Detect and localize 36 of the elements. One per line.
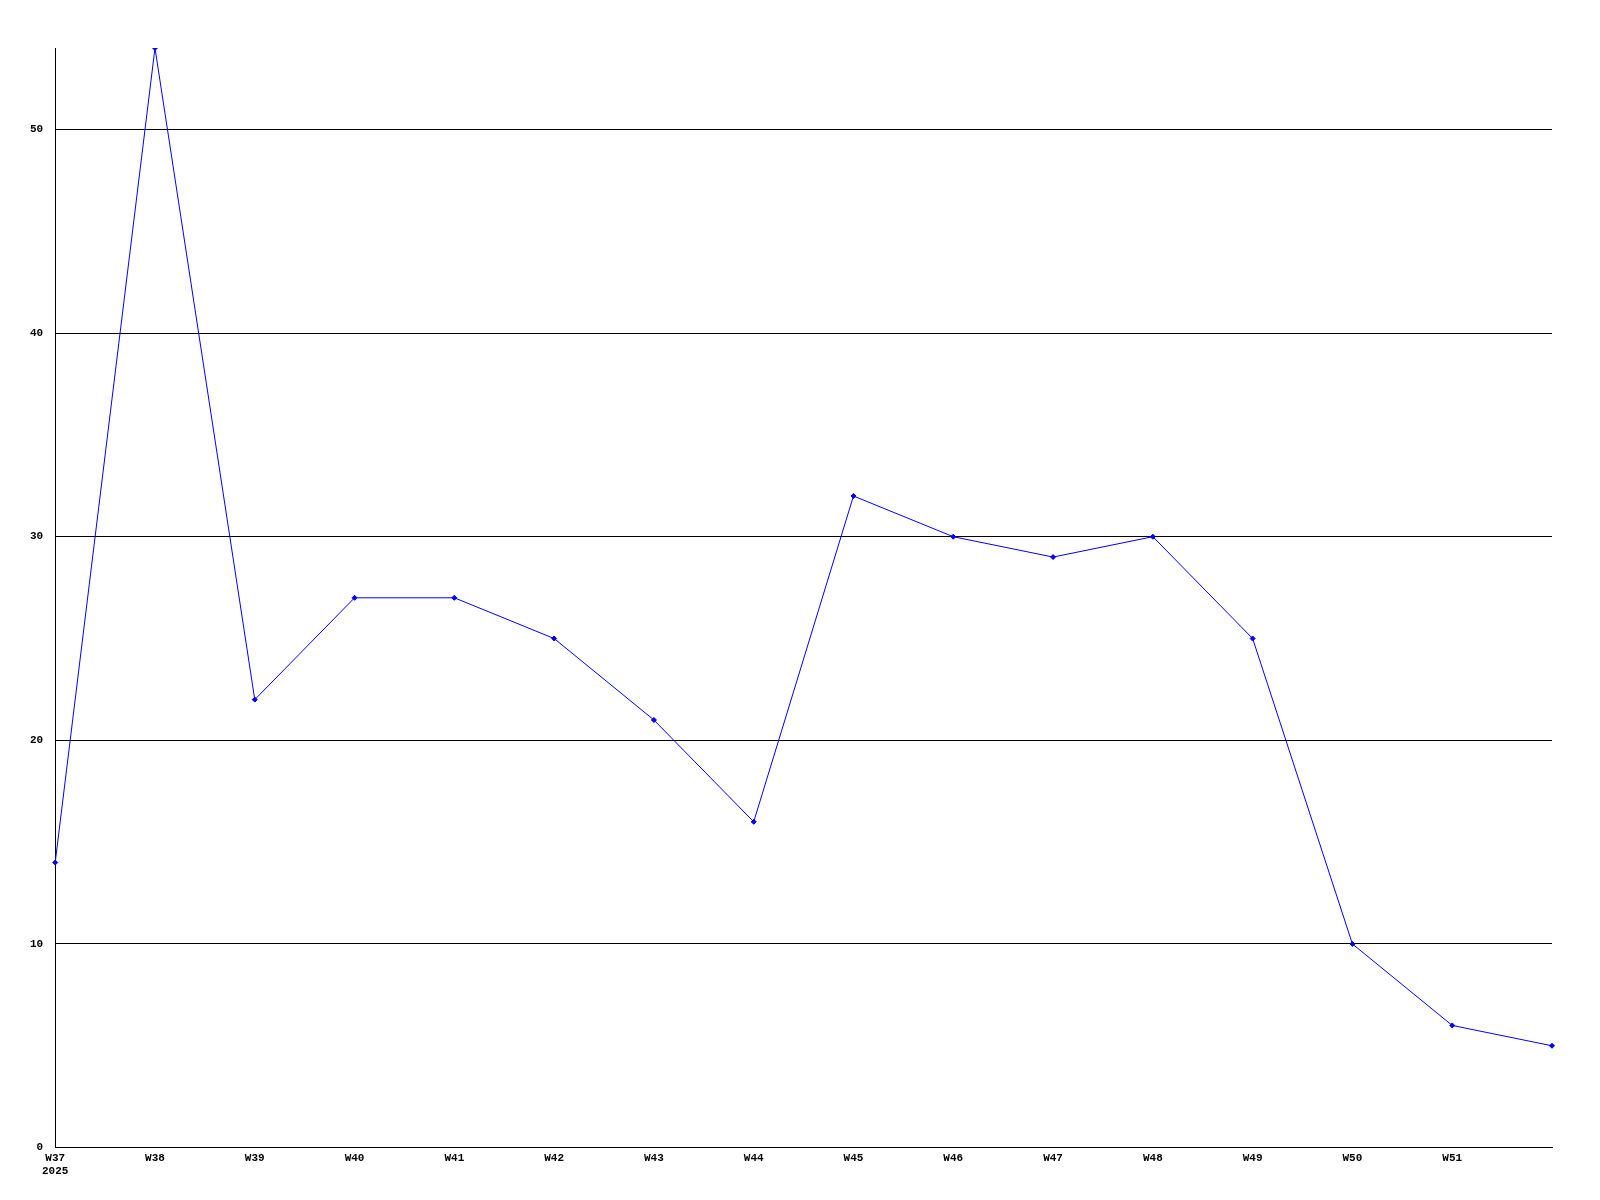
y-tick-label: 0 [36,1141,44,1154]
x-tick-label: W39 [244,1151,265,1164]
x-tick-label: W44 [743,1151,764,1164]
point [1449,1022,1456,1029]
y-tick-label: 40 [30,326,44,339]
point [1249,635,1256,642]
point [351,594,358,601]
x-tick-label: W41 [444,1151,465,1164]
point [551,635,558,642]
point [1050,554,1057,561]
x-tick-label: W38 [145,1151,166,1164]
point [1149,533,1156,540]
x-tick-label: W42 [544,1151,565,1164]
x-tick-label: W46 [943,1151,964,1164]
point [850,492,857,499]
y-tick-label: 50 [30,123,44,136]
point [52,859,59,866]
y-tick-label: 10 [30,937,44,950]
x-tick-label: W48 [1142,1151,1164,1164]
x-tick-label: W49 [1242,1151,1263,1164]
y-tick-label: 30 [30,530,44,543]
point [650,716,657,723]
point [750,818,757,825]
x-tick-label: W45 [843,1151,864,1164]
point [1349,940,1356,947]
x-tick-label: W47 [1043,1151,1063,1164]
x-tick-label: W43 [644,1151,665,1164]
point [950,533,957,540]
point [251,696,258,703]
y-tick-label: 20 [30,734,44,747]
x-tick-label: W50 [1342,1151,1363,1164]
point [451,594,458,601]
x-tick-label: W40 [344,1151,365,1164]
point [1549,1042,1555,1049]
x-tick-label: W51 [1442,1151,1463,1164]
x-tick-label: W37 2025 [42,1151,69,1178]
